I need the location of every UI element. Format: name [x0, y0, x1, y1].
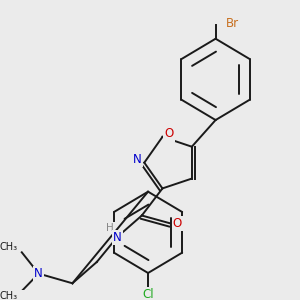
Text: N: N: [34, 267, 43, 280]
Text: O: O: [173, 217, 182, 230]
Text: N: N: [113, 231, 122, 244]
Text: H: H: [106, 223, 114, 233]
Text: N: N: [134, 153, 142, 166]
Text: O: O: [164, 128, 174, 140]
Text: Br: Br: [226, 17, 239, 30]
Text: CH₃: CH₃: [0, 291, 18, 300]
Text: Cl: Cl: [142, 288, 154, 300]
Text: CH₃: CH₃: [0, 242, 18, 253]
